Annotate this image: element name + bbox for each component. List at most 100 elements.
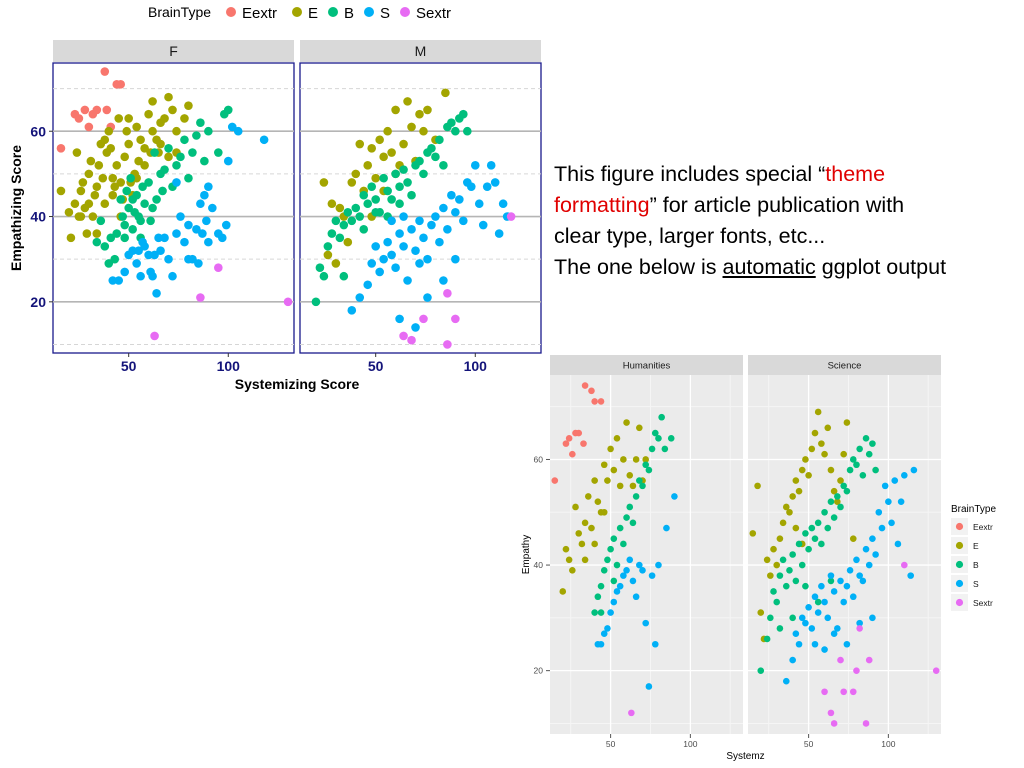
y-tick-label: 20 bbox=[534, 666, 544, 676]
data-point-e bbox=[559, 588, 567, 595]
data-point-sextr bbox=[827, 709, 835, 717]
caption-highlight-formatting: formatting bbox=[554, 193, 650, 217]
data-point-e bbox=[770, 545, 777, 553]
data-point-s bbox=[355, 293, 365, 302]
y-axis-title: Empathy bbox=[521, 535, 532, 574]
data-point-b bbox=[148, 203, 157, 213]
data-point-s bbox=[136, 271, 145, 281]
data-point-s bbox=[849, 593, 857, 601]
data-point-e bbox=[600, 508, 608, 516]
data-point-sextr bbox=[830, 720, 838, 727]
data-point-e bbox=[616, 482, 624, 490]
data-point-e bbox=[581, 519, 589, 527]
legend-key-b bbox=[955, 560, 964, 569]
data-point-b bbox=[620, 540, 627, 548]
data-point-b bbox=[120, 233, 130, 243]
data-point-b bbox=[827, 577, 835, 585]
data-point-s bbox=[455, 195, 464, 204]
data-point-s bbox=[811, 640, 819, 648]
data-point-b bbox=[140, 199, 149, 209]
data-point-s bbox=[600, 630, 608, 637]
y-axis-title: Empathizing Score bbox=[8, 145, 24, 271]
data-point-e bbox=[818, 440, 825, 447]
data-point-s bbox=[869, 535, 876, 542]
data-point-s bbox=[859, 577, 867, 585]
x-axis-title: Systemizing Score bbox=[235, 376, 360, 392]
data-point-e bbox=[776, 535, 784, 542]
data-point-s bbox=[423, 254, 432, 264]
data-point-b bbox=[610, 577, 618, 585]
data-point-s bbox=[597, 640, 605, 648]
caption-line-4: The one below is automatic ggplot output bbox=[554, 252, 1014, 283]
caption-line-1: This figure includes special “theme bbox=[554, 159, 1014, 190]
data-point-s bbox=[875, 508, 883, 516]
data-point-b bbox=[407, 190, 416, 200]
data-point-b bbox=[347, 216, 357, 226]
data-point-s bbox=[447, 190, 456, 200]
data-point-b bbox=[798, 561, 806, 569]
data-point-b bbox=[204, 126, 213, 136]
data-point-s bbox=[164, 254, 173, 264]
data-point-e bbox=[591, 540, 598, 548]
data-point-s bbox=[184, 220, 193, 230]
data-point-b bbox=[782, 582, 790, 590]
data-point-e bbox=[343, 237, 353, 247]
data-point-b bbox=[597, 609, 605, 616]
data-point-e bbox=[642, 456, 650, 463]
data-point-s bbox=[843, 582, 851, 590]
data-point-e bbox=[808, 445, 816, 453]
data-point-s bbox=[407, 225, 416, 234]
facet-label-humanities: Humanities bbox=[623, 360, 671, 371]
data-point-b bbox=[439, 161, 448, 170]
data-point-e bbox=[754, 482, 761, 490]
data-point-s bbox=[192, 225, 201, 234]
data-point-e bbox=[104, 126, 114, 136]
y-tick-label: 20 bbox=[30, 294, 46, 310]
data-point-e bbox=[849, 535, 857, 542]
data-point-s bbox=[655, 561, 662, 569]
data-point-b bbox=[814, 598, 822, 606]
caption-text-part: ggplot output bbox=[815, 255, 947, 279]
data-point-s bbox=[865, 561, 873, 569]
data-point-e bbox=[623, 419, 630, 426]
facet-label-science: Science bbox=[828, 360, 862, 371]
legend-label-e: E bbox=[973, 541, 979, 551]
data-point-e bbox=[351, 169, 361, 179]
data-point-b bbox=[395, 182, 404, 191]
data-point-e bbox=[92, 229, 102, 238]
data-point-sextr bbox=[150, 331, 159, 341]
data-point-s bbox=[176, 212, 185, 221]
data-point-s bbox=[821, 646, 828, 653]
data-point-e bbox=[600, 461, 608, 469]
legend-label-sextr: Sextr bbox=[416, 5, 451, 22]
data-point-b bbox=[128, 225, 137, 234]
data-point-e bbox=[98, 173, 108, 183]
data-point-s bbox=[148, 271, 157, 281]
data-point-s bbox=[154, 233, 163, 243]
data-point-e bbox=[403, 97, 412, 106]
data-point-b bbox=[776, 625, 784, 632]
data-point-s bbox=[435, 237, 444, 247]
data-point-e bbox=[164, 92, 173, 102]
data-point-b bbox=[355, 212, 365, 221]
data-point-s bbox=[204, 237, 213, 247]
data-point-e bbox=[120, 152, 130, 162]
data-point-b bbox=[323, 242, 333, 251]
data-point-s bbox=[474, 199, 484, 209]
data-point-b bbox=[661, 445, 669, 453]
data-point-eextr bbox=[74, 114, 84, 123]
data-point-s bbox=[897, 498, 905, 506]
data-point-s bbox=[824, 614, 832, 622]
data-point-eextr bbox=[591, 398, 598, 405]
legend-key-s bbox=[955, 579, 964, 588]
legend-title: BrainType bbox=[148, 4, 211, 20]
data-point-e bbox=[626, 472, 634, 479]
data-point-s bbox=[221, 220, 231, 230]
data-point-s bbox=[494, 229, 504, 238]
data-point-b bbox=[869, 440, 876, 447]
data-point-b bbox=[327, 229, 337, 238]
data-point-b bbox=[651, 429, 659, 437]
data-point-e bbox=[84, 169, 94, 179]
data-point-b bbox=[830, 514, 838, 521]
x-tick-label: 100 bbox=[683, 739, 697, 749]
